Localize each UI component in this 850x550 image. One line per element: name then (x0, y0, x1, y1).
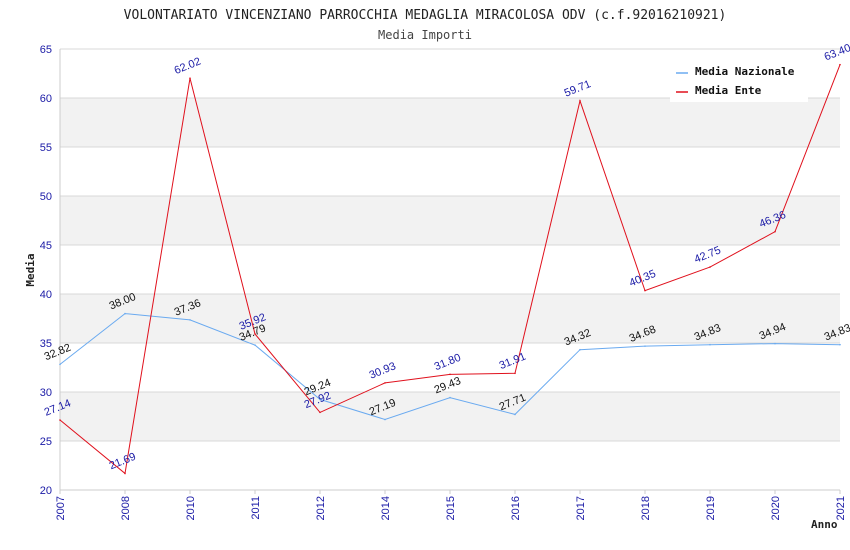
x-tick-label: 2016 (510, 496, 522, 520)
y-tick-label: 25 (40, 436, 52, 448)
data-point (579, 348, 581, 351)
chart-subtitle: Media Importi (378, 28, 472, 42)
y-axis-label: Media (24, 253, 37, 286)
legend-box (670, 58, 808, 102)
x-axis-label: Anno (811, 518, 838, 531)
data-point (839, 63, 841, 66)
x-tick-label: 2019 (705, 496, 717, 520)
data-point (774, 342, 776, 345)
legend-label-nazionale: Media Nazionale (695, 65, 795, 78)
plot-band (60, 196, 840, 245)
data-point (254, 333, 256, 335)
axes: 20 25 30 35 40 45 50 55 60 65 2007 2008 2010 2011 2012… (40, 44, 847, 520)
data-point (59, 419, 61, 421)
x-tick-label: 2014 (380, 496, 392, 520)
x-tick-label: 2011 (250, 496, 262, 520)
gridlines (60, 48, 840, 491)
data-point (514, 413, 516, 416)
y-tick-label: 60 (40, 93, 52, 105)
x-tick-label: 2008 (120, 496, 132, 520)
data-point (384, 418, 386, 421)
data-point (124, 472, 126, 475)
x-tick-label: 2021 (835, 496, 847, 520)
data-point (189, 77, 191, 80)
data-point (319, 411, 321, 414)
data-point (839, 343, 841, 346)
series-lines (59, 63, 841, 475)
data-point (319, 398, 321, 401)
y-tick-label: 55 (40, 142, 52, 154)
chart-title: VOLONTARIATO VINCENZIANO PARROCCHIA MEDA… (124, 8, 727, 23)
plot-band (60, 392, 840, 441)
y-tick-label: 40 (40, 289, 52, 301)
plot-band (60, 98, 840, 147)
data-point (449, 373, 451, 376)
data-point (189, 319, 191, 321)
x-tick-label: 2012 (315, 496, 327, 520)
data-point (709, 266, 711, 268)
legend-label-ente: Media Ente (695, 84, 762, 97)
x-tick-label: 2017 (575, 496, 587, 520)
plot-area (60, 49, 840, 490)
data-point (254, 344, 256, 346)
x-tick-label: 2018 (640, 496, 652, 520)
data-point (644, 289, 646, 292)
data-point (449, 396, 451, 399)
y-tick-label: 30 (40, 387, 52, 399)
legend: Media Nazionale Media Ente (670, 58, 808, 102)
x-tick-label: 2015 (445, 496, 457, 520)
plot-band (60, 294, 840, 343)
y-tick-label: 35 (40, 338, 52, 350)
data-point (124, 312, 126, 315)
y-tick-label: 45 (40, 240, 52, 252)
data-point (644, 345, 646, 347)
data-point (514, 372, 516, 375)
data-point (59, 363, 61, 366)
data-point (579, 100, 581, 102)
y-tick-label: 50 (40, 191, 52, 203)
x-tick-label: 2007 (55, 496, 67, 520)
x-tick-label: 2020 (770, 496, 782, 520)
data-point (774, 230, 776, 233)
x-tick-label: 2010 (185, 496, 197, 520)
y-tick-label: 20 (40, 485, 52, 497)
data-point (709, 343, 711, 346)
y-tick-label: 65 (40, 44, 52, 56)
data-point (384, 382, 386, 384)
